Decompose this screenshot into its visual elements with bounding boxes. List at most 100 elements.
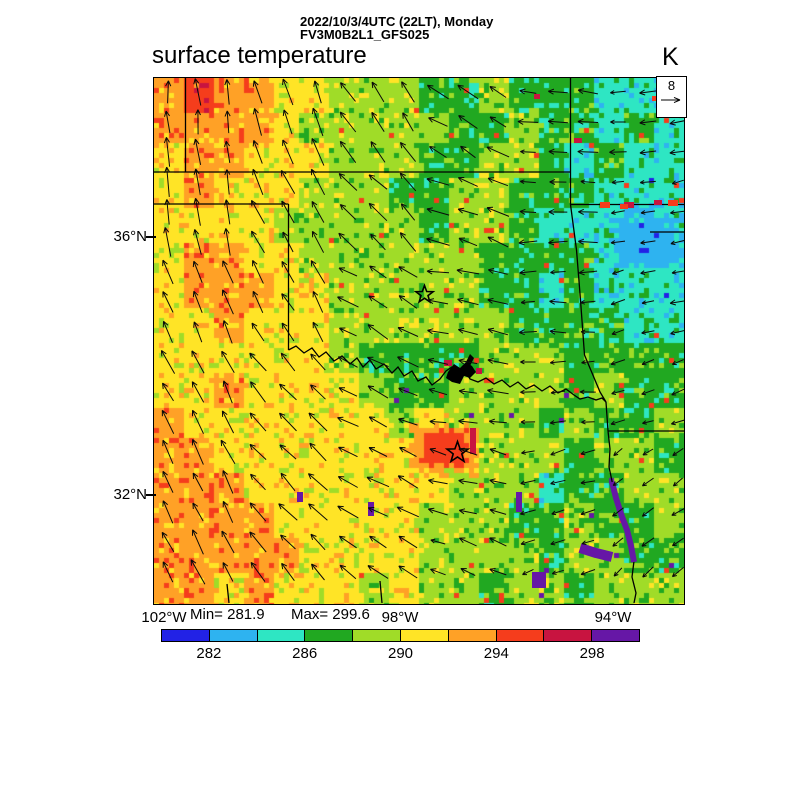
wind-arrow bbox=[398, 266, 418, 278]
wind-arrow bbox=[308, 412, 328, 432]
wind-arrow bbox=[250, 561, 266, 582]
wind-arrow bbox=[337, 356, 358, 368]
wind-arrow bbox=[250, 381, 266, 403]
wind-arrow bbox=[311, 200, 325, 223]
wind-arrow bbox=[610, 240, 626, 245]
wind-arrow bbox=[518, 329, 537, 336]
wind-arrow bbox=[161, 409, 175, 434]
colorbar-tick-label: 286 bbox=[292, 645, 318, 662]
purple-river-mark bbox=[532, 572, 546, 588]
wind-arrow bbox=[460, 145, 476, 159]
wind-arrow bbox=[670, 210, 684, 215]
wind-arrow bbox=[369, 535, 387, 549]
wind-arrow bbox=[252, 290, 264, 314]
wind-arrow bbox=[282, 139, 294, 165]
wind-arrow bbox=[426, 237, 450, 246]
wind-arrow bbox=[280, 534, 296, 550]
wind-arrow bbox=[337, 505, 359, 519]
wind-arrow bbox=[457, 297, 479, 306]
wind-arrow bbox=[457, 327, 478, 335]
wind-arrow bbox=[252, 168, 264, 195]
wind-arrow bbox=[339, 327, 357, 337]
wind-arrow bbox=[458, 478, 478, 485]
wind-arrow bbox=[279, 383, 297, 401]
wind-arrow bbox=[487, 327, 509, 336]
wind-arrow bbox=[578, 269, 598, 276]
wind-arrow bbox=[251, 199, 265, 224]
purple-river-mark bbox=[609, 481, 637, 563]
wind-arrow bbox=[399, 141, 416, 162]
wind-arrow bbox=[519, 269, 537, 276]
wind-arrow bbox=[486, 146, 510, 158]
wind-arrow bbox=[519, 88, 537, 95]
wind-arrow bbox=[613, 448, 623, 457]
crimson-speck bbox=[574, 138, 582, 143]
wind-arrow bbox=[456, 268, 480, 275]
wind-arrow bbox=[337, 416, 359, 427]
wind-arrow bbox=[487, 236, 509, 248]
wind-arrow bbox=[670, 330, 684, 336]
wind-arrow bbox=[162, 500, 174, 524]
wind-arrow bbox=[310, 260, 326, 284]
wind-arrow bbox=[520, 299, 535, 305]
wind-arrow bbox=[612, 269, 624, 275]
wind-arrow bbox=[163, 227, 172, 257]
wind-arrow bbox=[486, 206, 510, 217]
colorbar-tick-label: 298 bbox=[579, 645, 605, 662]
map-overlay bbox=[154, 78, 684, 604]
wind-arrow bbox=[611, 389, 625, 395]
wind-arrow bbox=[489, 537, 507, 547]
wind-arrow bbox=[399, 172, 417, 192]
wind-arrow bbox=[640, 270, 656, 275]
colorbar-segment bbox=[162, 630, 209, 641]
wind-arrow bbox=[370, 233, 386, 251]
river-minor-1 bbox=[226, 583, 230, 604]
wind-arrow bbox=[310, 384, 326, 400]
colorbar-segment bbox=[304, 630, 353, 641]
wind-arrow bbox=[581, 419, 595, 425]
city-star-marker bbox=[444, 439, 471, 464]
wind-arrow bbox=[398, 417, 418, 426]
wind-arrow bbox=[397, 326, 419, 337]
wind-arrow bbox=[522, 568, 534, 576]
wind-arrow bbox=[427, 507, 448, 516]
wind-arrow bbox=[222, 380, 233, 404]
wind-arrow bbox=[279, 412, 297, 432]
wind-arrow bbox=[459, 537, 477, 547]
lon-tick-label: 98°W bbox=[381, 609, 419, 626]
purple-river-mark bbox=[578, 543, 614, 562]
wind-arrow bbox=[609, 149, 627, 156]
wind-arrow bbox=[367, 385, 389, 399]
wind-arrow bbox=[192, 502, 204, 522]
wind-arrow bbox=[550, 448, 566, 456]
colorbar bbox=[161, 629, 640, 642]
wind-arrow bbox=[366, 476, 390, 488]
wind-arrow bbox=[426, 268, 450, 275]
wind-arrow bbox=[639, 89, 657, 96]
wind-arrow bbox=[279, 444, 297, 460]
wind-arrow bbox=[310, 168, 326, 196]
wind-arrow bbox=[430, 568, 446, 576]
wind-arrow bbox=[222, 562, 234, 582]
wind-arrow bbox=[548, 239, 568, 246]
wind-arrow bbox=[162, 259, 174, 285]
wind-arrow bbox=[428, 387, 448, 396]
wind-arrow bbox=[222, 500, 234, 523]
ok-ar-border bbox=[569, 204, 607, 403]
wind-arrow bbox=[280, 352, 296, 372]
wind-arrow bbox=[427, 357, 449, 365]
wind-arrow bbox=[311, 138, 325, 166]
wind-arrow bbox=[191, 350, 205, 374]
wind-arrow bbox=[161, 531, 175, 552]
wind-arrow bbox=[401, 81, 415, 103]
wind-reference-value: 8 bbox=[667, 78, 676, 93]
wind-arrow bbox=[641, 477, 654, 487]
crimson-speck bbox=[624, 202, 634, 208]
red-speck bbox=[668, 200, 678, 206]
wind-arrow bbox=[192, 260, 203, 283]
wind-arrow bbox=[489, 478, 507, 485]
wind-arrow bbox=[251, 230, 265, 254]
wind-arrow bbox=[222, 320, 233, 344]
wind-arrow bbox=[430, 538, 446, 545]
wind-arrow bbox=[398, 535, 418, 549]
